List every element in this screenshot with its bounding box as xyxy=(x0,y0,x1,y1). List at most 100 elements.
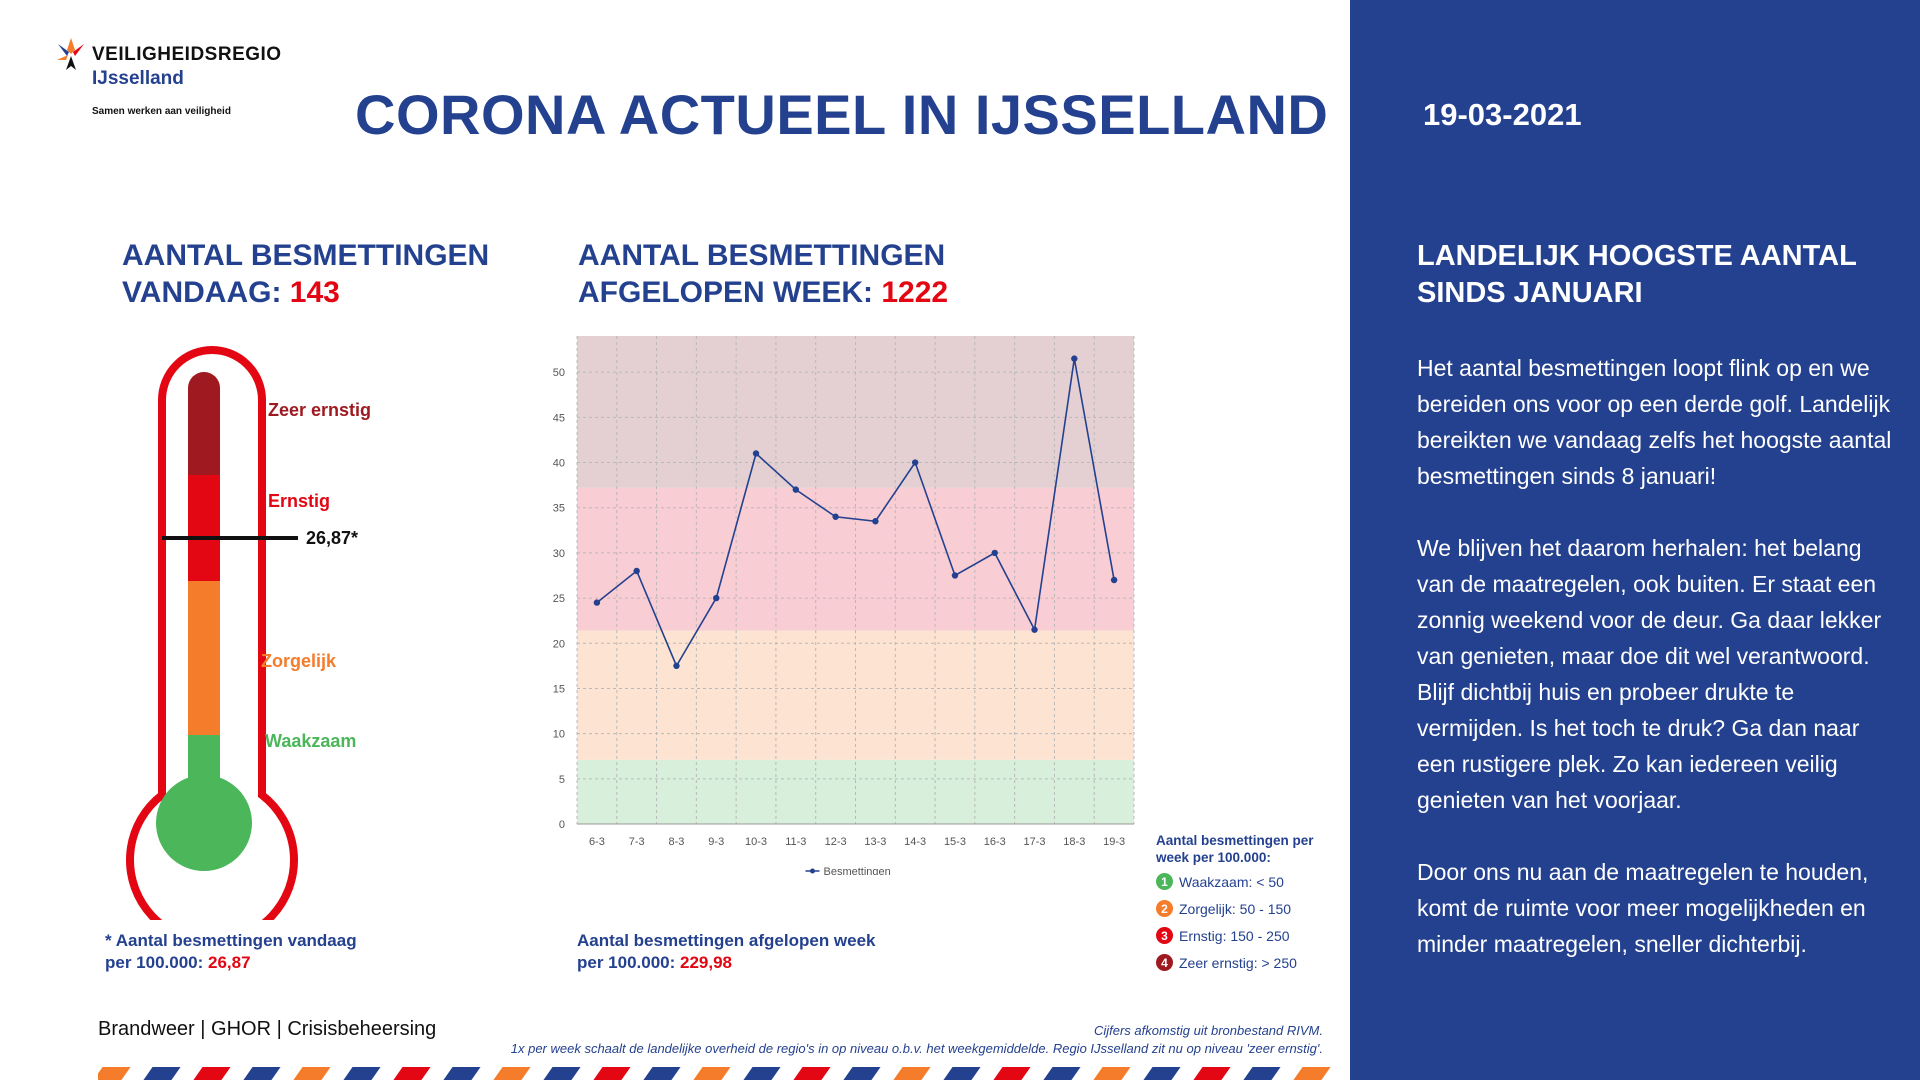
footer-stripe xyxy=(693,1067,731,1080)
chart-y-tick-label: 30 xyxy=(553,548,565,560)
side-panel xyxy=(1350,0,1920,1080)
level-legend-item: 3 Ernstig: 150 - 250 xyxy=(1156,927,1290,944)
chart-band xyxy=(577,336,1134,488)
today-per-100k-note: * Aantal besmettingen vandaag per 100.00… xyxy=(105,930,357,974)
footer-stripe xyxy=(643,1067,681,1080)
chart-point xyxy=(792,486,800,493)
today-note-value: 26,87 xyxy=(208,953,251,972)
week-value: 1222 xyxy=(881,276,949,309)
chart-point xyxy=(991,549,998,557)
footer-stripe xyxy=(993,1067,1031,1080)
footer-stripe xyxy=(793,1067,831,1080)
chart-x-tick-label: 12-3 xyxy=(825,836,847,848)
footer-stripe xyxy=(743,1067,781,1080)
side-body: Het aantal besmettingen loopt flink op e… xyxy=(1417,350,1902,998)
footer-stripe xyxy=(98,1067,131,1080)
week-per-100k-note: Aantal besmettingen afgelopen week per 1… xyxy=(577,930,876,974)
logo-mark-icon xyxy=(57,38,84,70)
footer-stripe xyxy=(143,1067,181,1080)
footer-source: Cijfers afkomstig uit bronbestand RIVM. … xyxy=(511,1022,1323,1058)
chart-legend-label: Besmettingen xyxy=(824,866,891,875)
level-legend-label: Zorgelijk: 50 - 150 xyxy=(1179,900,1292,917)
today-note-prefix: per 100.000: xyxy=(105,953,209,972)
chart-x-tick-label: 19-3 xyxy=(1103,836,1125,848)
chart-point xyxy=(752,450,760,457)
chart-x-tick-label: 14-3 xyxy=(904,836,926,848)
footer-stripe xyxy=(193,1067,231,1080)
chart-y-tick-label: 40 xyxy=(553,458,565,470)
logo: VEILIGHEIDSREGIO IJsselland Samen werken… xyxy=(54,36,314,126)
logo-tagline: Samen werken aan veiligheid xyxy=(92,106,231,117)
footer-stripe xyxy=(243,1067,281,1080)
chart-x-tick-label: 10-3 xyxy=(745,836,767,848)
week-note-prefix: per 100.000: xyxy=(577,953,681,972)
side-paragraph-3: Door ons nu aan de maatregelen te houden… xyxy=(1417,859,1869,957)
chart-x-tick-label: 9-3 xyxy=(708,836,724,848)
footer-stripes xyxy=(98,1067,1338,1080)
chart-point xyxy=(673,662,680,670)
chart-point xyxy=(1031,626,1038,633)
chart-x-tick-label: 11-3 xyxy=(785,836,806,848)
today-heading-prefix: VANDAAG: xyxy=(122,276,290,309)
logo-title: VEILIGHEIDSREGIO xyxy=(92,44,282,65)
level-legend-label: Waakzaam: < 50 xyxy=(1179,873,1284,890)
chart-point xyxy=(951,572,959,579)
chart-x-tick-label: 6-3 xyxy=(589,836,605,848)
level-4-badge-icon: 4 xyxy=(1156,954,1173,971)
chart-point xyxy=(593,599,601,606)
chart-y-tick-label: 20 xyxy=(553,638,565,650)
footer-stripe xyxy=(1293,1067,1331,1080)
footer-stripe xyxy=(893,1067,931,1080)
chart-y-tick-label: 0 xyxy=(559,819,565,831)
level-label-waakzaam: Waakzaam xyxy=(265,731,357,751)
footer-stripe xyxy=(593,1067,631,1080)
level-legend-item: 4 Zeer ernstig: > 250 xyxy=(1156,954,1297,971)
chart-legend-marker xyxy=(810,868,815,874)
footer-stripe xyxy=(1143,1067,1181,1080)
chart-point xyxy=(1071,355,1078,362)
level-legend-title: Aantal besmettingen per week per 100.000… xyxy=(1156,833,1314,865)
thermometer-segment-ernstig xyxy=(188,475,220,581)
today-heading: AANTAL BESMETTINGEN VANDAAG: 143 xyxy=(122,237,489,311)
footer-org: Brandweer | GHOR | Crisisbeheersing xyxy=(98,1018,437,1040)
thermometer xyxy=(126,346,298,920)
chart-y-tick-label: 15 xyxy=(553,683,565,695)
chart-x-tick-label: 7-3 xyxy=(629,836,645,848)
level-3-badge-icon: 3 xyxy=(1156,927,1173,944)
thermometer-marker-label: 26,87* xyxy=(306,528,359,548)
chart-y-tick-label: 10 xyxy=(553,729,565,741)
week-note-value: 229,98 xyxy=(680,953,733,972)
footer-source-line2: 1x per week schaalt de landelijke overhe… xyxy=(510,1041,1323,1056)
footer-stripe xyxy=(443,1067,481,1080)
thermometer-segment-zeer-ernstig xyxy=(188,372,220,475)
chart-x-tick-label: 16-3 xyxy=(984,836,1006,848)
chart-point xyxy=(911,459,919,466)
chart-y-tick-label: 35 xyxy=(553,503,565,515)
chart-point xyxy=(872,518,879,525)
week-heading-prefix: AFGELOPEN WEEK: xyxy=(578,276,882,309)
today-note-line1: * Aantal besmettingen vandaag xyxy=(105,931,357,950)
footer-stripe xyxy=(393,1067,431,1080)
chart-x-tick-label: 13-3 xyxy=(864,836,886,848)
side-paragraph-2: We blijven het daarom herhalen: het bela… xyxy=(1417,535,1882,813)
level-label-ernstig: Ernstig xyxy=(268,491,331,511)
thermometer-bulb xyxy=(156,775,252,871)
week-heading: AANTAL BESMETTINGEN AFGELOPEN WEEK: 1222 xyxy=(578,237,948,311)
footer-stripe xyxy=(943,1067,981,1080)
chart-x-tick-label: 15-3 xyxy=(944,836,966,848)
level-legend-item: 2 Zorgelijk: 50 - 150 xyxy=(1156,900,1291,917)
level-1-badge-icon: 1 xyxy=(1156,873,1173,890)
side-title: LANDELIJK HOOGSTE AANTAL SINDS JANUARI xyxy=(1417,240,1857,309)
footer-source-line1: Cijfers afkomstig uit bronbestand RIVM. xyxy=(1093,1023,1323,1038)
footer-stripe xyxy=(1243,1067,1281,1080)
level-label-zeer-ernstig: Zeer ernstig xyxy=(268,400,372,420)
level-legend-item: 1 Waakzaam: < 50 xyxy=(1156,873,1284,890)
chart-series-line xyxy=(596,358,1115,668)
footer-stripe xyxy=(343,1067,381,1080)
footer-stripe xyxy=(843,1067,881,1080)
footer-stripe xyxy=(1193,1067,1231,1080)
chart-x-tick-label: 17-3 xyxy=(1024,836,1046,848)
footer-stripe xyxy=(543,1067,581,1080)
level-2-badge-icon: 2 xyxy=(1156,900,1173,917)
chart-y-tick-label: 50 xyxy=(553,367,565,379)
